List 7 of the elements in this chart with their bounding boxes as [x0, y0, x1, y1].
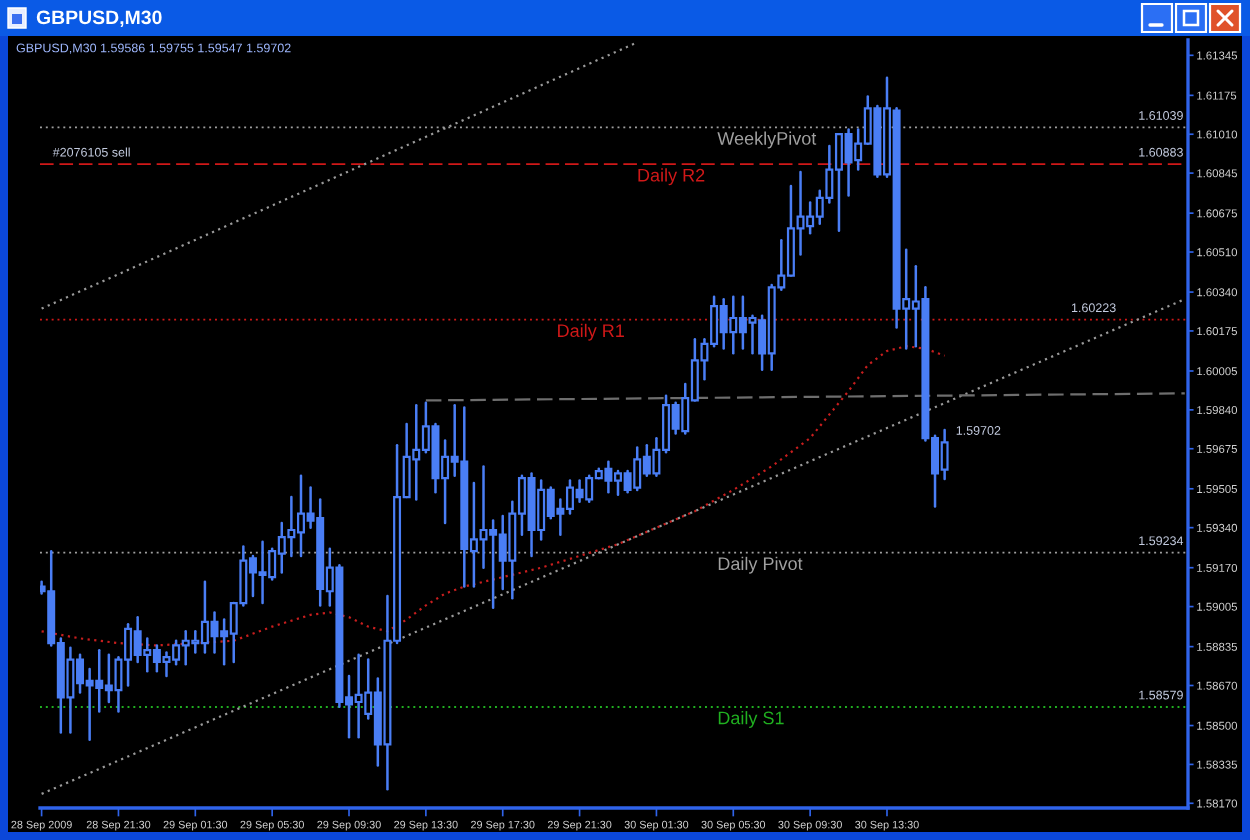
ref-line-label: Daily Pivot — [718, 556, 803, 574]
ref-line-label: Daily S1 — [718, 711, 784, 728]
ref-line-label: WeeklyPivot — [717, 131, 817, 149]
ref-line-label: Daily R1 — [558, 323, 624, 341]
chart-title: GBPUSD,M30 — [36, 10, 162, 28]
line-series — [40, 345, 946, 647]
ref-line-label: Daily R2 — [638, 168, 705, 186]
